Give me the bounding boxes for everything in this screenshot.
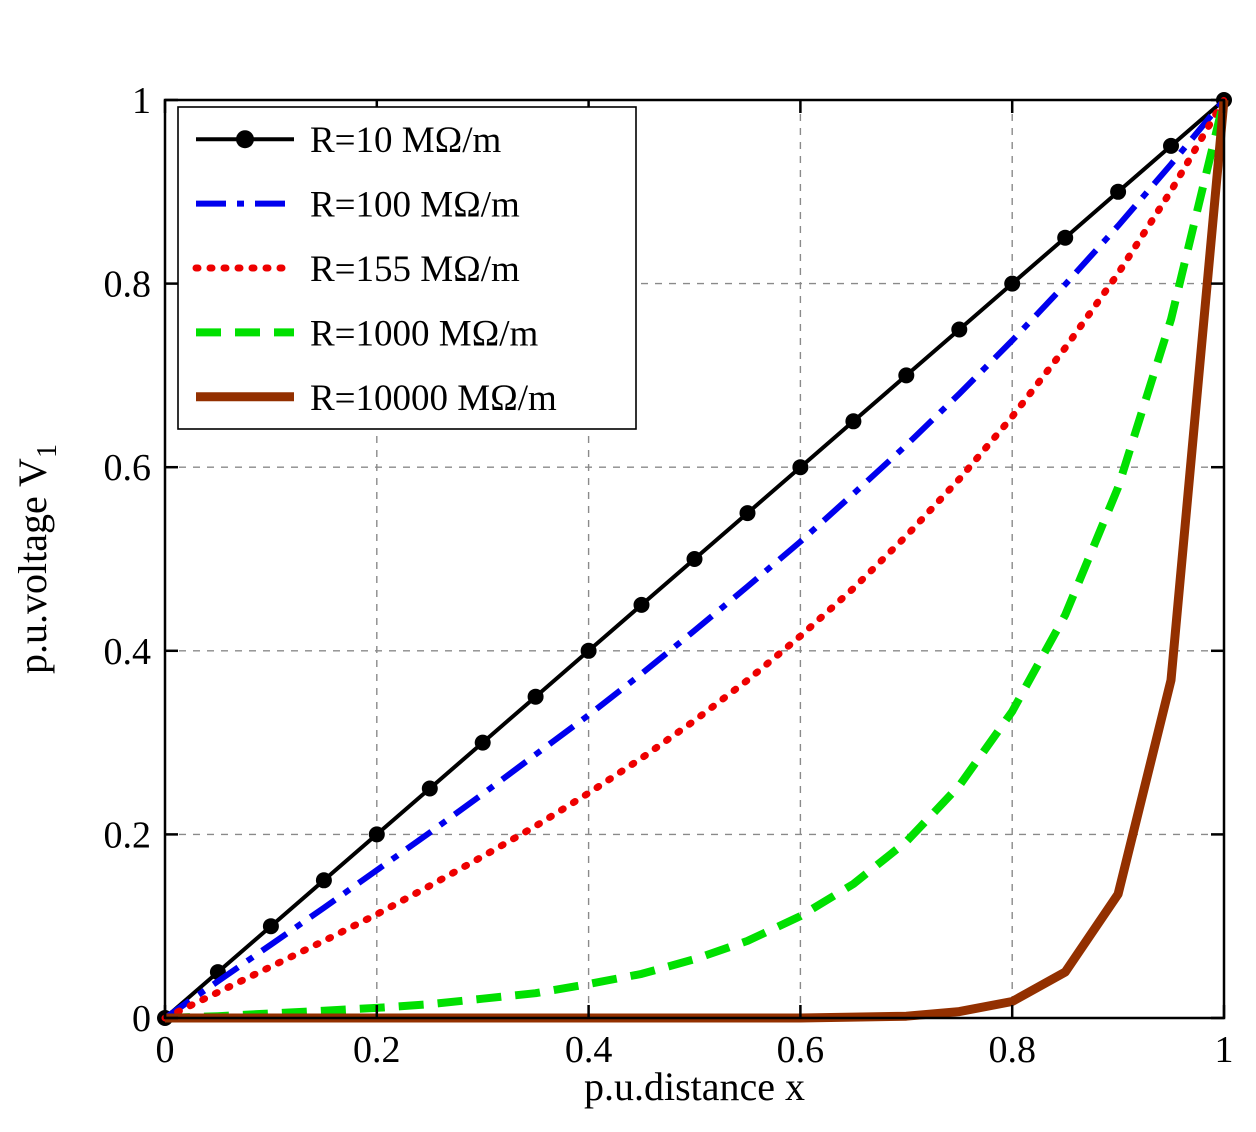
legend-label: R=100 MΩ/m — [310, 185, 520, 226]
x-tick-label: 0 — [156, 1029, 175, 1071]
x-tick-label: 0.2 — [353, 1029, 401, 1071]
series-line-1 — [163, 98, 1227, 1021]
x-tick-label: 1 — [1215, 1029, 1234, 1071]
plot-box — [163, 98, 1226, 1020]
data-point-marker — [739, 505, 756, 522]
data-point-marker — [368, 826, 385, 843]
data-point-marker — [1110, 183, 1127, 200]
legend-entry-0: R=10 MΩ/m — [196, 120, 501, 161]
y-tick-label: 0.8 — [104, 264, 152, 306]
data-point-marker — [1163, 137, 1179, 154]
y-axis-label-subscript: 1 — [32, 444, 63, 458]
x-tick-label: 0.6 — [777, 1029, 825, 1071]
legend-label: R=10 MΩ/m — [310, 120, 501, 161]
y-tick-label: 0.4 — [104, 631, 152, 673]
legend-entry-3: R=1000 MΩ/m — [196, 313, 538, 354]
y-axis-label: p.u.voltage V1 — [10, 444, 63, 674]
data-point-marker — [951, 321, 968, 338]
legend-label: R=1000 MΩ/m — [310, 313, 538, 354]
legend-marker-sample — [236, 130, 254, 149]
data-point-marker — [262, 918, 279, 935]
series-markers-0 — [157, 92, 1232, 1026]
legend-entry-4: R=10000 MΩ/m — [196, 378, 557, 419]
y-tick-label: 0.6 — [104, 447, 152, 489]
data-point-marker — [527, 688, 544, 705]
data-point-marker — [845, 413, 862, 430]
series-line-2 — [161, 96, 1228, 1022]
legend-label: R=10000 MΩ/m — [310, 378, 557, 419]
y-tick-label: 0 — [132, 998, 151, 1040]
data-point-marker — [474, 734, 491, 751]
data-point-marker — [580, 642, 597, 659]
x-axis-label: p.u.distance x — [584, 1064, 805, 1109]
data-point-marker — [898, 367, 915, 384]
data-point-marker — [633, 596, 650, 613]
legend-entry-1: R=100 MΩ/m — [196, 185, 520, 226]
data-point-marker — [315, 872, 332, 889]
axis-ticks — [163, 98, 1226, 1020]
data-point-marker — [421, 780, 438, 797]
y-tick-label: 0.2 — [104, 814, 152, 856]
series-line-3 — [164, 99, 1228, 1022]
data-point-marker — [686, 551, 703, 567]
data-point-marker — [1057, 229, 1074, 246]
data-point-marker — [792, 459, 809, 476]
legend-entry-2: R=155 MΩ/m — [192, 249, 520, 290]
data-point-marker — [1004, 275, 1021, 292]
x-tick-label: 0.8 — [988, 1029, 1036, 1071]
legend: R=10 MΩ/m R=100 MΩ/m R=155 MΩ/m R=1000 MΩ/m… — [177, 106, 637, 430]
x-tick-label: 0.4 — [565, 1029, 613, 1071]
y-tick-label: 1 — [132, 80, 151, 122]
legend-label: R=155 MΩ/m — [310, 249, 520, 290]
